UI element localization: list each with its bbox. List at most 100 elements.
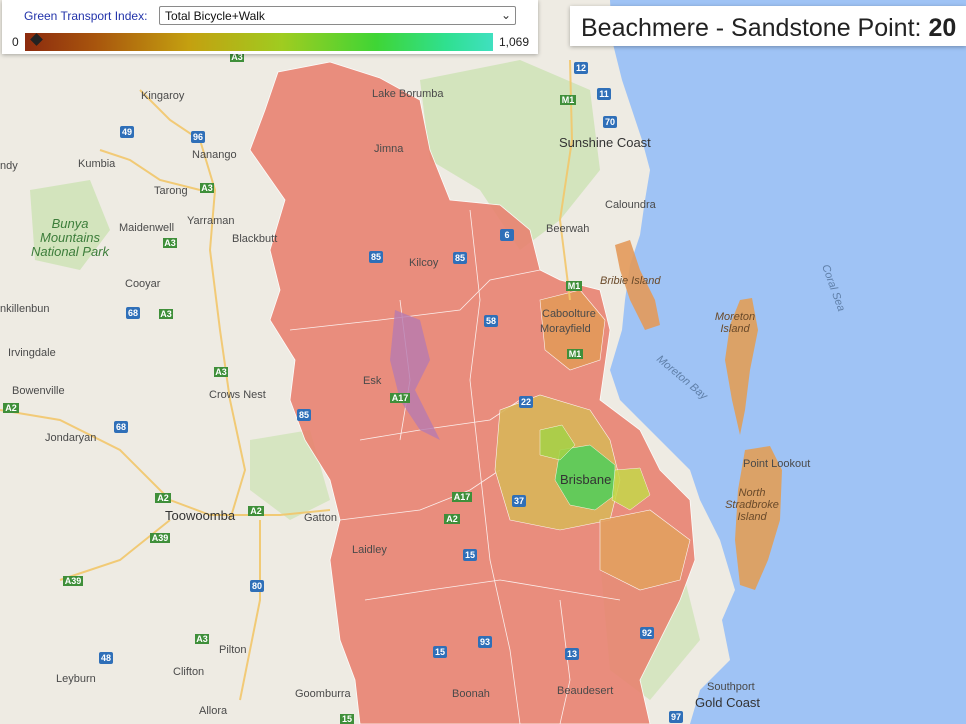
color-scale-bar — [25, 33, 493, 51]
place-label: Nanango — [192, 149, 237, 161]
svg-text:12: 12 — [576, 63, 586, 73]
road-shield: A39 — [63, 576, 83, 586]
road-shield: A3 — [230, 52, 244, 62]
road-shield: 15 — [463, 549, 477, 561]
lake-area — [390, 310, 440, 440]
place-label: Sunshine Coast — [559, 135, 651, 150]
road-shield: A17 — [452, 492, 472, 502]
place-label: Southport — [707, 681, 755, 693]
region-area-low[interactable] — [249, 61, 696, 724]
svg-text:85: 85 — [371, 252, 381, 262]
svg-text:M1: M1 — [562, 95, 575, 105]
place-label: Gold Coast — [695, 695, 760, 710]
road-shield: 85 — [297, 409, 311, 421]
place-label: Jimna — [374, 143, 404, 155]
region-area-high[interactable] — [539, 424, 576, 461]
place-label: Pilton — [219, 644, 247, 656]
svg-text:13: 13 — [567, 649, 577, 659]
place-label: Caboolture — [542, 308, 596, 320]
region-title: Beachmere - Sandstone Point: 20 — [581, 14, 956, 43]
region-name: Beachmere - Sandstone Point: — [581, 14, 922, 42]
place-label: ndy — [0, 160, 18, 172]
svg-text:85: 85 — [455, 253, 465, 263]
svg-text:A17: A17 — [392, 393, 409, 403]
svg-text:92: 92 — [642, 628, 652, 638]
svg-text:48: 48 — [101, 653, 111, 663]
place-label: Kilcoy — [409, 257, 439, 269]
place-label: Tarong — [154, 185, 188, 197]
place-label: Beerwah — [546, 223, 589, 235]
place-label: Boonah — [452, 688, 490, 700]
region-area-high[interactable] — [554, 444, 616, 511]
svg-text:37: 37 — [514, 496, 524, 506]
svg-text:97: 97 — [671, 712, 681, 722]
svg-text:A3: A3 — [231, 52, 243, 62]
svg-text:11: 11 — [599, 89, 609, 99]
place-label: Toowoomba — [165, 508, 236, 523]
region-value: 20 — [928, 14, 957, 42]
place-label: Jondaryan — [45, 432, 96, 444]
place-label: Allora — [199, 705, 228, 717]
svg-text:A3: A3 — [201, 183, 213, 193]
bribie-island-area[interactable] — [615, 240, 660, 330]
scale-min-label: 0 — [12, 35, 19, 49]
road-shield: 70 — [603, 116, 617, 128]
svg-text:70: 70 — [605, 117, 615, 127]
road-shield: M1 — [560, 95, 576, 105]
place-label: Esk — [363, 375, 382, 387]
svg-text:M1: M1 — [569, 349, 582, 359]
svg-text:A39: A39 — [152, 533, 169, 543]
region-title-panel: Beachmere - Sandstone Point: 20 — [570, 6, 966, 46]
place-label: Bowenville — [12, 385, 65, 397]
road-shields: A3 12 M1 11 70 49 96 A3 A3 85 6 85 M1 68… — [3, 52, 683, 724]
place-label: nkillenbun — [0, 303, 50, 315]
place-label: Bribie Island — [600, 275, 661, 287]
place-label: Kingaroy — [141, 90, 185, 102]
road-shield: 68 — [126, 307, 140, 319]
road-shield: 97 — [669, 711, 683, 723]
place-label: Laidley — [352, 544, 387, 556]
road-shield: 49 — [120, 126, 134, 138]
svg-text:A2: A2 — [5, 403, 17, 413]
place-label: Blackbutt — [232, 233, 277, 245]
road-shield: 93 — [478, 636, 492, 648]
region-area-high[interactable] — [611, 467, 651, 511]
place-label: Clifton — [173, 666, 204, 678]
svg-text:M1: M1 — [568, 281, 581, 291]
index-select-value: Total Bicycle+Walk — [165, 9, 265, 23]
place-label: Beaudesert — [557, 685, 613, 697]
svg-text:96: 96 — [193, 132, 203, 142]
index-select[interactable]: Total Bicycle+Walk ⌄ — [159, 6, 516, 25]
chevron-down-icon: ⌄ — [500, 8, 511, 22]
svg-text:6: 6 — [504, 230, 509, 240]
place-label: Island — [720, 323, 750, 335]
place-label: Maidenwell — [119, 222, 174, 234]
road-shield: 11 — [597, 88, 611, 100]
place-label: Moreton — [715, 311, 755, 323]
road-shield: 96 — [191, 131, 205, 143]
place-label: Gatton — [304, 512, 337, 524]
svg-text:93: 93 — [480, 637, 490, 647]
svg-text:68: 68 — [116, 422, 126, 432]
place-label: Stradbroke — [725, 499, 779, 511]
place-label: Goomburra — [295, 688, 352, 700]
road-shield: A3 — [159, 309, 173, 319]
place-label: Brisbane — [560, 472, 611, 487]
region-area-mid[interactable] — [599, 509, 691, 591]
place-label: Point Lookout — [743, 458, 810, 470]
place-label: Crows Nest — [209, 389, 266, 401]
moreton-island-area[interactable] — [725, 298, 758, 435]
road-shield: 58 — [484, 315, 498, 327]
svg-text:A3: A3 — [215, 367, 227, 377]
north-stradbroke-area[interactable] — [735, 446, 782, 590]
road-shield: 48 — [99, 652, 113, 664]
forest-area — [250, 430, 330, 520]
place-label: Lake Borumba — [372, 88, 444, 100]
road-shield: 85 — [453, 252, 467, 264]
road-shield: 37 — [512, 495, 526, 507]
place-label: Kumbia — [78, 158, 116, 170]
svg-text:A2: A2 — [446, 514, 458, 524]
svg-text:A3: A3 — [160, 309, 172, 319]
svg-text:A17: A17 — [454, 492, 471, 502]
